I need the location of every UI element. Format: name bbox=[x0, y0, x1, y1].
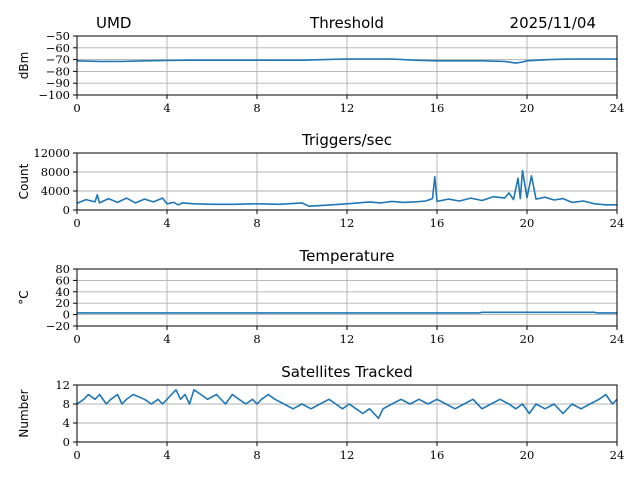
x-tick-label: 20 bbox=[520, 216, 535, 230]
y-tick-label: 8000 bbox=[41, 165, 70, 179]
x-tick-label: 16 bbox=[430, 216, 445, 230]
x-tick-label: 12 bbox=[340, 448, 355, 462]
x-tick-label: 4 bbox=[163, 216, 170, 230]
date-label: 2025/11/04 bbox=[510, 14, 596, 32]
x-tick-label: 12 bbox=[340, 101, 355, 115]
x-tick-label: 12 bbox=[340, 216, 355, 230]
panel-1: 0 4 8 12 16 20 24 −50−60−70−80−90−100 Threshold d… bbox=[17, 14, 624, 115]
chart-title: Temperature bbox=[298, 247, 394, 265]
y-axis-label: Count bbox=[17, 163, 31, 199]
y-tick-label: −60 bbox=[46, 41, 70, 55]
y-tick-label: −100 bbox=[38, 88, 70, 102]
y-tick-label: −20 bbox=[46, 319, 70, 333]
x-tick-label: 0 bbox=[73, 216, 80, 230]
y-tick-label: 4000 bbox=[41, 184, 70, 198]
y-tick-label: 12000 bbox=[33, 146, 70, 160]
y-tick-label: 0 bbox=[63, 308, 70, 322]
y-axis-label: Number bbox=[17, 389, 31, 437]
series-line bbox=[76, 388, 618, 420]
panel-4: 0 4 8 12 16 20 24 0 4 8 12 Satellites Tracked Number bbox=[17, 363, 624, 462]
y-tick-label: 8 bbox=[63, 397, 70, 411]
x-tick-label: 4 bbox=[163, 448, 170, 462]
y-tick-label: 80 bbox=[55, 262, 70, 276]
x-tick-label: 20 bbox=[520, 448, 535, 462]
y-tick-label: 20 bbox=[55, 296, 70, 310]
y-tick-label: 0 bbox=[63, 435, 70, 449]
x-tick-label: 4 bbox=[163, 101, 170, 115]
x-tick-label: 24 bbox=[610, 101, 625, 115]
y-axis-label: °C bbox=[17, 290, 31, 304]
series-line bbox=[77, 311, 617, 314]
x-tick-label: 24 bbox=[610, 332, 625, 346]
x-tick-label: 24 bbox=[610, 448, 625, 462]
chart-title: Satellites Tracked bbox=[281, 363, 412, 381]
x-tick-label: 8 bbox=[253, 216, 260, 230]
x-tick-label: 20 bbox=[520, 332, 535, 346]
x-tick-label: 0 bbox=[73, 101, 80, 115]
panel-2: 0 4 8 12 16 20 24 0 4000 8000 12000 Triggers/sec Cou… bbox=[17, 131, 624, 230]
x-tick-label: 8 bbox=[253, 448, 260, 462]
x-tick-label: 8 bbox=[253, 332, 260, 346]
y-tick-label: 0 bbox=[63, 203, 70, 217]
x-tick-label: 4 bbox=[163, 332, 170, 346]
panels: 0 4 8 12 16 20 24 −50−60−70−80−90−100 Threshold d… bbox=[17, 14, 624, 462]
x-tick-label: 20 bbox=[520, 101, 535, 115]
series-line bbox=[76, 169, 617, 207]
x-tick-label: 16 bbox=[430, 101, 445, 115]
x-tick-label: 16 bbox=[430, 448, 445, 462]
y-axis-label: dBm bbox=[17, 52, 31, 80]
y-tick-label: 4 bbox=[63, 416, 70, 430]
series-line bbox=[76, 58, 617, 64]
x-tick-label: 16 bbox=[430, 332, 445, 346]
site-label: UMD bbox=[96, 14, 131, 32]
x-tick-label: 0 bbox=[73, 332, 80, 346]
chart-title: Threshold bbox=[309, 14, 384, 32]
y-tick-label: −90 bbox=[46, 76, 70, 90]
x-tick-label: 24 bbox=[610, 216, 625, 230]
x-tick-label: 12 bbox=[340, 332, 355, 346]
y-tick-label: 12 bbox=[55, 378, 70, 392]
y-tick-label: 60 bbox=[55, 273, 70, 287]
chart-title: Triggers/sec bbox=[301, 131, 392, 149]
y-tick-label: −80 bbox=[46, 64, 70, 78]
y-tick-label: −70 bbox=[46, 53, 70, 67]
y-tick-label: 40 bbox=[55, 285, 70, 299]
y-tick-label: −50 bbox=[46, 29, 70, 43]
x-tick-label: 8 bbox=[253, 101, 260, 115]
x-tick-label: 0 bbox=[73, 448, 80, 462]
